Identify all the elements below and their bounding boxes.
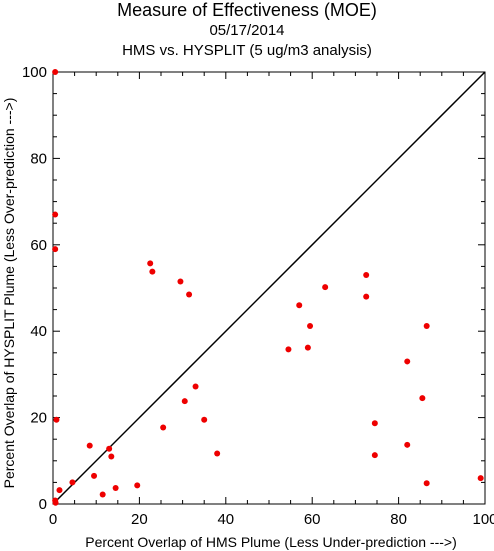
y-tick-label: 100	[22, 64, 47, 81]
y-tick-label: 40	[30, 323, 47, 340]
data-point	[214, 450, 221, 457]
data-point	[177, 278, 184, 285]
data-point	[147, 260, 154, 267]
data-point	[371, 420, 378, 427]
chart-date: 05/17/2014	[209, 22, 285, 39]
data-point	[363, 293, 370, 300]
x-tick-label: 80	[390, 511, 407, 528]
y-axis-label: Percent Overlap of HYSPLIT Plume (Less O…	[1, 98, 17, 489]
data-point	[52, 246, 59, 253]
one-to-one-line	[52, 71, 486, 505]
data-point	[363, 272, 370, 279]
data-point	[296, 302, 303, 309]
data-point	[181, 398, 188, 405]
x-tick-label: 0	[49, 511, 57, 528]
data-point	[371, 452, 378, 459]
data-point	[404, 441, 411, 448]
data-point	[186, 291, 193, 298]
y-tick-label: 20	[30, 410, 47, 427]
x-tick-label: 40	[217, 511, 234, 528]
data-point	[322, 284, 329, 291]
data-point	[52, 499, 59, 506]
data-point	[52, 211, 59, 218]
data-point	[99, 491, 106, 498]
data-point	[69, 479, 76, 486]
data-point	[108, 453, 115, 460]
data-point	[149, 268, 156, 275]
data-point	[201, 416, 208, 423]
chart-subtitle: HMS vs. HYSPLIT (5 ug/m3 analysis)	[122, 42, 372, 59]
data-point	[53, 416, 60, 423]
data-point	[86, 442, 93, 449]
data-point	[304, 344, 311, 351]
x-tick-label: 20	[131, 511, 148, 528]
data-point	[423, 323, 430, 330]
x-tick-label: 100	[472, 511, 494, 528]
data-point	[56, 487, 63, 494]
data-point	[91, 472, 98, 479]
y-tick-label: 60	[30, 237, 47, 254]
data-point	[160, 424, 167, 431]
data-point	[106, 445, 113, 452]
data-point	[192, 383, 199, 390]
chart-title: Measure of Effectiveness (MOE)	[117, 0, 377, 20]
data-point	[404, 358, 411, 365]
data-point	[419, 395, 426, 402]
data-point	[307, 323, 314, 330]
data-point	[52, 69, 59, 75]
axis-ticks	[52, 71, 486, 505]
data-points	[52, 69, 484, 506]
y-tick-label: 0	[39, 496, 47, 513]
y-tick-label: 80	[30, 150, 47, 167]
data-point	[423, 480, 430, 487]
data-point	[477, 475, 484, 482]
axis-tick-labels: 0 20 40 60 80 100 0 20 40 60 80 100	[22, 64, 494, 528]
data-point	[112, 485, 119, 492]
data-point	[134, 482, 141, 489]
data-point	[285, 346, 292, 353]
x-axis-label: Percent Overlap of HMS Plume (Less Under…	[85, 534, 457, 550]
x-tick-label: 60	[304, 511, 321, 528]
